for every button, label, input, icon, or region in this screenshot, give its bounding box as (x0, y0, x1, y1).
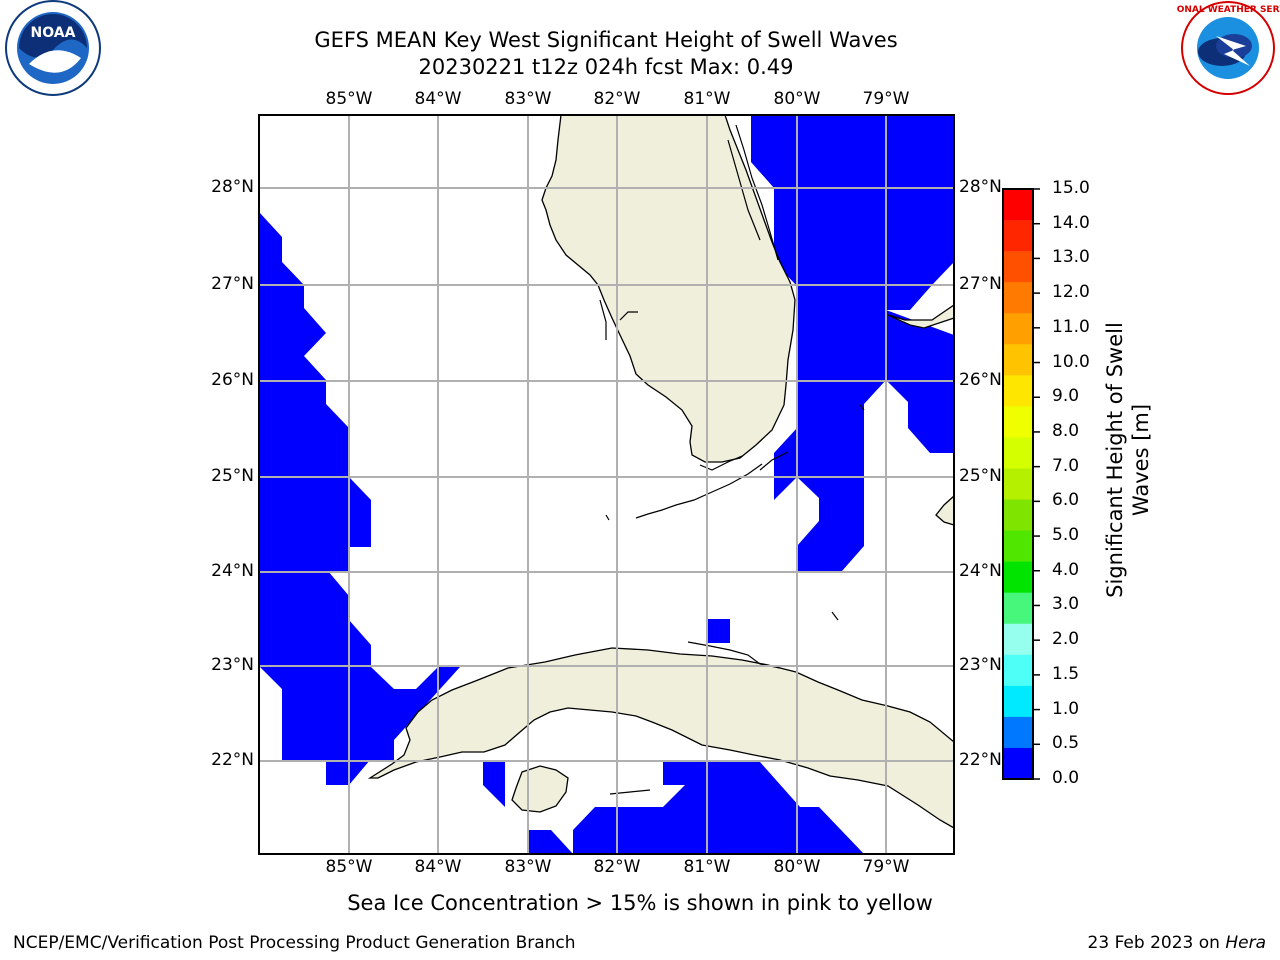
chart-title: GEFS MEAN Key West Significant Height of… (314, 28, 898, 52)
lon-label: 81°W (683, 89, 731, 109)
lon-label: 84°W (414, 89, 462, 109)
lat-label: 28°N (211, 177, 254, 197)
land-masses (367, 114, 955, 830)
footer-host: Hera (1225, 933, 1266, 953)
lat-label: 22°N (959, 750, 1002, 770)
colorbar-label: 13.0 (1052, 247, 1090, 268)
nws-logo-text: NATIONAL WEATHER SERVICE (1176, 5, 1280, 15)
colorbar-swatch (1003, 654, 1033, 687)
colorbar-label: 0.5 (1052, 733, 1080, 754)
colorbar-label: 14.0 (1052, 212, 1090, 233)
colorbar-swatch (1003, 561, 1033, 594)
colorbar-label: 15.0 (1052, 178, 1090, 198)
lon-label: 82°W (593, 89, 641, 109)
lon-label: 84°W (414, 857, 462, 877)
colorbar-swatch (1003, 716, 1033, 749)
footer-date-text: 23 Feb 2023 on (1087, 933, 1226, 953)
colorbar-swatch (1003, 313, 1033, 345)
colorbar-label: 11.0 (1052, 316, 1090, 337)
nws-logo: NATIONAL WEATHER SERVICE (1176, 1, 1280, 95)
lat-label: 23°N (211, 655, 254, 675)
lat-label: 27°N (959, 274, 1002, 294)
noaa-logo-text: NOAA (31, 25, 76, 41)
map-frame (258, 114, 955, 855)
colorbar-label: 5.0 (1052, 525, 1080, 546)
colorbar-frame (1002, 188, 1034, 780)
lat-label: 26°N (959, 370, 1002, 390)
colorbar-label: 12.0 (1052, 282, 1090, 303)
lon-label: 83°W (504, 857, 552, 877)
lon-label: 80°W (773, 89, 821, 109)
colorbar-swatch (1003, 282, 1033, 314)
colorbar-ticks (1033, 188, 1040, 780)
coast-details (599, 124, 865, 795)
colorbar-label: 10.0 (1052, 351, 1090, 372)
colorbar-label: 6.0 (1052, 490, 1080, 511)
lon-label: 85°W (325, 857, 373, 877)
lon-label: 81°W (683, 857, 731, 877)
lat-label: 28°N (959, 177, 1002, 197)
lat-label: 24°N (959, 561, 1002, 581)
lat-label: 22°N (211, 750, 254, 770)
isle-of-youth (511, 765, 569, 813)
sea-ice-caption: Sea Ice Concentration > 15% is shown in … (347, 891, 933, 915)
lat-label: 26°N (211, 370, 254, 390)
colorbar-label: 9.0 (1052, 386, 1080, 407)
colorbar-swatch (1003, 685, 1033, 718)
lat-label: 25°N (211, 466, 254, 486)
colorbar-swatch (1003, 406, 1033, 439)
colorbar-swatch (1003, 189, 1033, 221)
lat-label: 25°N (959, 466, 1002, 486)
andros-island (935, 494, 955, 526)
colorbar-swatch (1003, 437, 1033, 470)
swell-height-field (259, 115, 954, 854)
colorbar-label: 7.0 (1052, 455, 1080, 476)
graticule (259, 115, 954, 854)
colorbar (1002, 188, 1040, 780)
colorbar-swatch (1003, 747, 1033, 780)
colorbar-swatch (1003, 251, 1033, 283)
footer-credit: NCEP/EMC/Verification Post Processing Pr… (13, 933, 576, 953)
lon-label: 83°W (504, 89, 552, 109)
colorbar-swatch (1003, 344, 1033, 376)
colorbar-label: 4.0 (1052, 559, 1080, 580)
lon-label: 85°W (325, 89, 373, 109)
colorbar-swatch (1003, 220, 1033, 252)
swell-area-northeast (751, 115, 954, 571)
colorbar-label: 8.0 (1052, 420, 1080, 441)
colorbar-swatch (1003, 592, 1033, 625)
swell-area-west (259, 212, 460, 785)
colorbar-title-line1: Significant Height of Swell (1103, 322, 1127, 598)
colorbar-swatches (1003, 189, 1033, 780)
footer-date: 23 Feb 2023 on Hera (1088, 933, 1266, 953)
swell-area-south-west (483, 762, 505, 807)
chart-subtitle: 20230221 t12z 024h fcst Max: 0.49 (418, 55, 794, 79)
swell-area-small-patch (707, 619, 730, 643)
cuba (367, 647, 955, 830)
colorbar-swatch (1003, 530, 1033, 563)
colorbar-swatch (1003, 499, 1033, 532)
colorbar-label: 0.0 (1052, 768, 1080, 788)
colorbar-label: 1.0 (1052, 698, 1080, 719)
noaa-logo: NOAA (5, 0, 101, 96)
lon-label: 79°W (862, 857, 910, 877)
colorbar-label: 3.0 (1052, 594, 1080, 615)
lat-label: 23°N (959, 655, 1002, 675)
lat-label: 27°N (211, 274, 254, 294)
colorbar-swatch (1003, 375, 1033, 407)
swell-area-south-small (529, 830, 573, 854)
colorbar-swatch (1003, 623, 1033, 656)
colorbar-label: 1.5 (1052, 663, 1080, 684)
colorbar-swatch (1003, 468, 1033, 501)
lon-label: 82°W (593, 857, 641, 877)
colorbar-title: Significant Height of Swell Waves [m] (1102, 300, 1154, 620)
swell-area-south-central (573, 762, 864, 854)
lon-label: 79°W (862, 89, 910, 109)
colorbar-title-line2: Waves [m] (1129, 403, 1153, 517)
colorbar-label: 2.0 (1052, 629, 1080, 650)
lat-label: 24°N (211, 561, 254, 581)
lon-label: 80°W (773, 857, 821, 877)
